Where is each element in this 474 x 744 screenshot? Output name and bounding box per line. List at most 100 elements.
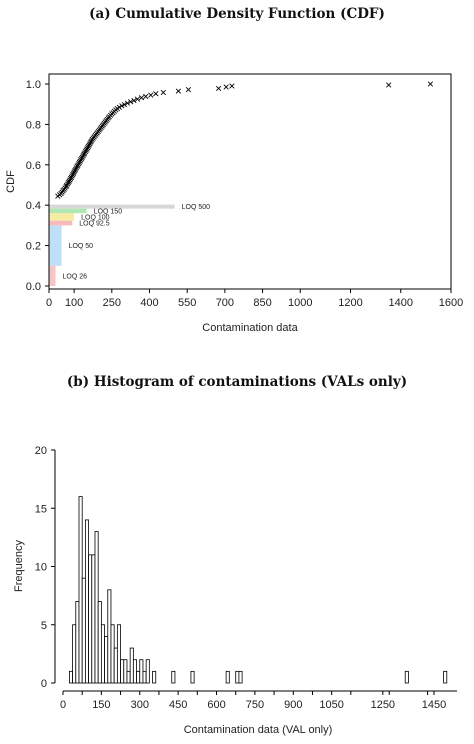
data-point bbox=[138, 95, 145, 101]
x-tick-label: 300 bbox=[131, 699, 149, 711]
histogram-bar bbox=[88, 554, 93, 684]
point-stroke bbox=[71, 169, 77, 175]
data-point bbox=[69, 173, 75, 179]
point-stroke bbox=[67, 177, 73, 183]
histogram-bar bbox=[120, 659, 125, 684]
point-stroke bbox=[131, 97, 137, 104]
point-stroke bbox=[121, 101, 127, 108]
point-stroke bbox=[116, 104, 122, 110]
data-point bbox=[148, 92, 154, 98]
point-stroke bbox=[427, 81, 434, 87]
loq-label: LOQ 500 bbox=[182, 204, 211, 211]
histogram-bar bbox=[443, 670, 448, 684]
point-stroke bbox=[87, 140, 93, 147]
point-stroke bbox=[143, 93, 149, 100]
histogram-bar bbox=[142, 670, 147, 684]
data-point bbox=[134, 96, 141, 102]
point-stroke bbox=[75, 162, 81, 168]
y-tick-label: 15 bbox=[35, 503, 47, 515]
point-stroke bbox=[64, 181, 71, 187]
data-point bbox=[124, 100, 131, 106]
histogram-bar bbox=[145, 659, 150, 684]
loq-bar bbox=[49, 213, 75, 221]
loq-label: LOQ 100 bbox=[81, 215, 110, 222]
data-point bbox=[63, 183, 69, 190]
data-point bbox=[85, 145, 91, 151]
x-tick-label: 900 bbox=[284, 699, 302, 711]
data-point bbox=[73, 165, 80, 171]
histogram-bar bbox=[126, 670, 131, 684]
histogram-bar bbox=[72, 624, 77, 684]
data-point bbox=[80, 153, 86, 159]
x-tick-label: 1000 bbox=[288, 297, 312, 309]
y-tick-label: 10 bbox=[35, 562, 47, 574]
x-axis-label: Contamination data bbox=[202, 322, 298, 334]
data-point bbox=[66, 178, 72, 184]
histogram-bar bbox=[225, 670, 230, 684]
point-stroke bbox=[69, 173, 75, 179]
data-point bbox=[87, 140, 93, 147]
x-tick-label: 0 bbox=[60, 699, 66, 711]
data-point bbox=[119, 103, 125, 109]
point-stroke bbox=[78, 157, 84, 163]
histogram-bar bbox=[171, 670, 176, 684]
x-tick-label: 150 bbox=[92, 699, 110, 711]
histogram-bar bbox=[68, 670, 73, 684]
x-tick-label: 0 bbox=[46, 297, 52, 309]
point-stroke bbox=[134, 96, 141, 102]
point-stroke bbox=[73, 166, 79, 172]
data-point bbox=[153, 91, 159, 97]
panel-a-title: (a) Cumulative Density Function (CDF) bbox=[89, 6, 385, 22]
point-stroke bbox=[175, 88, 182, 94]
histogram-bar bbox=[104, 636, 109, 684]
point-stroke bbox=[66, 178, 72, 184]
histogram-bar bbox=[235, 670, 240, 684]
point-stroke bbox=[138, 95, 145, 101]
loq-bar bbox=[49, 225, 62, 266]
data-point bbox=[78, 157, 84, 163]
data-point bbox=[185, 87, 192, 93]
y-tick-label: 20 bbox=[35, 445, 47, 457]
histogram-bar bbox=[75, 601, 80, 684]
x-tick-label: 250 bbox=[103, 297, 121, 309]
histogram-bar bbox=[404, 670, 409, 684]
point-stroke bbox=[79, 154, 86, 160]
histogram-bar bbox=[107, 589, 112, 684]
point-stroke bbox=[77, 158, 83, 164]
loq-label: LOQ 92.5 bbox=[79, 221, 109, 228]
data-point bbox=[88, 138, 95, 144]
data-point bbox=[64, 181, 71, 187]
point-stroke bbox=[124, 100, 131, 106]
y-tick-label: 0.0 bbox=[26, 281, 41, 293]
data-point bbox=[71, 169, 77, 175]
point-stroke bbox=[185, 87, 192, 93]
data-point bbox=[84, 146, 90, 152]
data-point bbox=[229, 83, 235, 89]
y-tick-label: 0.8 bbox=[26, 119, 41, 131]
histogram-bar bbox=[84, 519, 89, 684]
data-point bbox=[215, 85, 222, 92]
histogram-bar bbox=[78, 496, 83, 684]
y-tick-label: 0.6 bbox=[26, 160, 41, 172]
data-point bbox=[386, 82, 392, 88]
histogram-bar bbox=[97, 601, 102, 684]
point-stroke bbox=[386, 82, 392, 88]
point-stroke bbox=[76, 161, 82, 167]
histogram-bar bbox=[81, 577, 86, 684]
data-point bbox=[143, 93, 149, 100]
loq-bar bbox=[49, 265, 56, 286]
y-axis-label: CDF bbox=[5, 170, 17, 193]
x-tick-label: 750 bbox=[246, 699, 264, 711]
histogram-bar bbox=[136, 670, 141, 684]
data-point bbox=[79, 154, 86, 160]
point-stroke bbox=[85, 145, 91, 151]
histogram-bar bbox=[100, 624, 105, 684]
data-point bbox=[73, 166, 79, 172]
x-tick-label: 1450 bbox=[422, 699, 446, 711]
histogram-bar bbox=[94, 531, 99, 684]
y-tick-label: 0.2 bbox=[26, 241, 41, 253]
histogram-bar bbox=[116, 624, 121, 684]
point-stroke bbox=[82, 150, 88, 156]
point-stroke bbox=[80, 153, 86, 159]
